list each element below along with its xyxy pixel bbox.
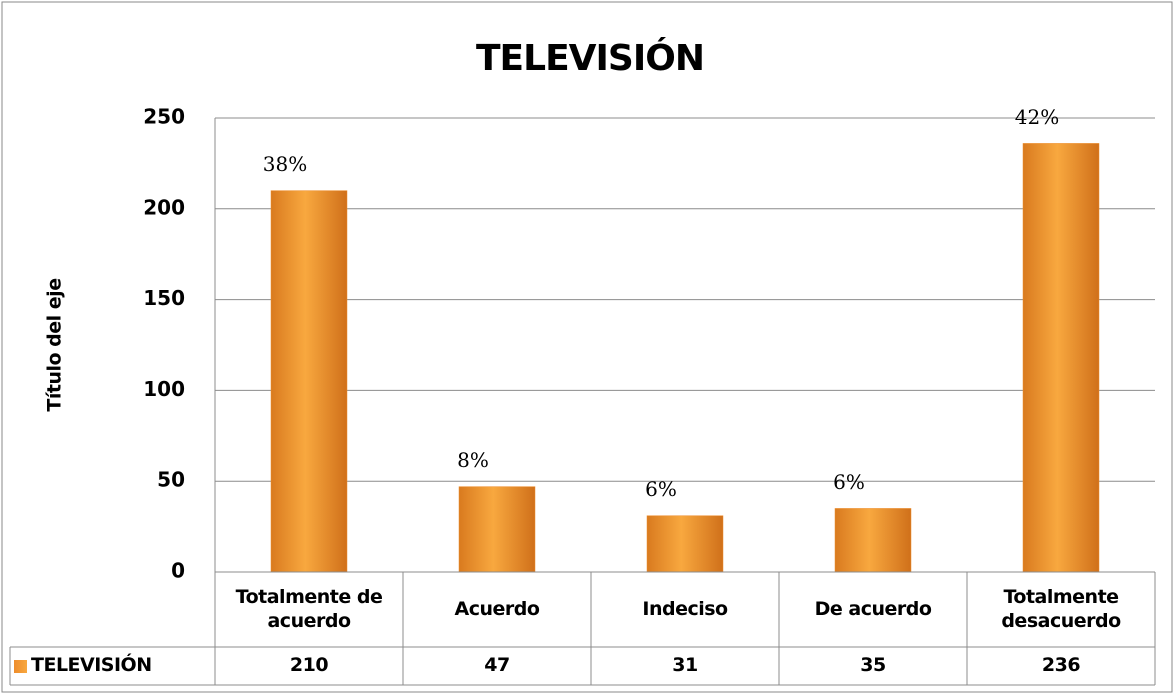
- table-value: 35: [860, 654, 886, 677]
- chart-title: TELEVISIÓN: [476, 37, 704, 79]
- bar: [646, 515, 724, 573]
- data-label: 6%: [833, 470, 865, 494]
- table-value: 47: [484, 654, 510, 677]
- y-tick-label: 150: [143, 286, 185, 310]
- x-tick-label: Totalmente desacuerdo: [1001, 585, 1121, 632]
- bar: [1022, 143, 1100, 573]
- y-tick-label: 200: [143, 195, 185, 219]
- bar: [834, 508, 912, 573]
- y-tick-label: 50: [157, 468, 185, 492]
- y-axis-title: Título del eje: [44, 278, 66, 411]
- bar: [270, 190, 348, 573]
- x-tick-label: De acuerdo: [814, 597, 932, 620]
- x-tick-label: Totalmente de acuerdo: [235, 585, 383, 632]
- data-label: 42%: [1015, 105, 1059, 129]
- data-label: 38%: [263, 152, 307, 176]
- bar: [458, 486, 536, 573]
- data-label: 6%: [645, 477, 677, 501]
- y-tick-label: 0: [171, 559, 185, 583]
- legend-label: TELEVISIÓN: [31, 654, 152, 677]
- y-tick-label: 250: [143, 105, 185, 129]
- x-tick-label: Acuerdo: [454, 597, 540, 620]
- x-tick-label: Indeciso: [642, 597, 728, 620]
- data-label: 8%: [457, 448, 489, 472]
- table-value: 236: [1041, 654, 1081, 677]
- table-value: 210: [289, 654, 329, 677]
- legend-entry: TELEVISIÓN: [10, 647, 215, 685]
- legend-key: [14, 659, 27, 673]
- y-tick-label: 100: [143, 377, 185, 401]
- table-value: 31: [672, 654, 698, 677]
